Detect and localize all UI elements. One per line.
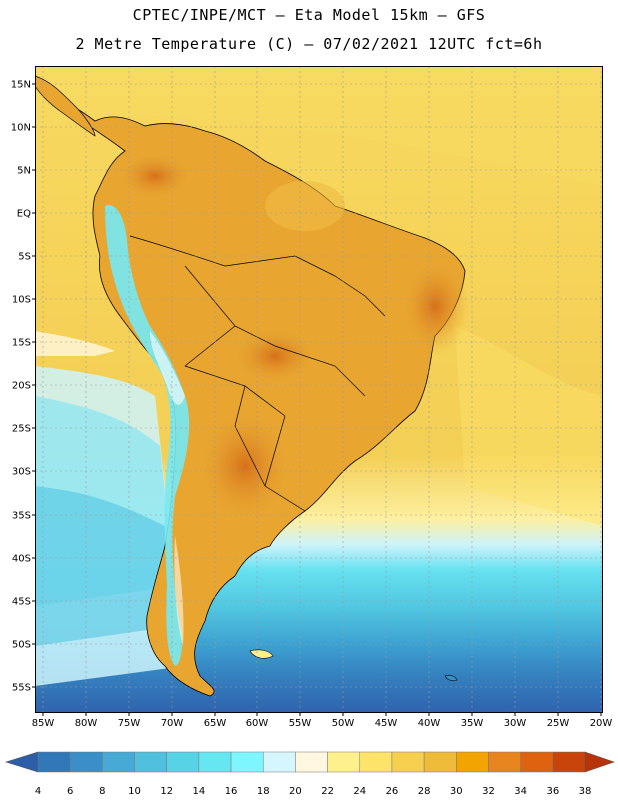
legend-swatch [198, 751, 232, 773]
lat-label: 5N [17, 166, 31, 177]
lon-label: 20W [590, 718, 613, 729]
lat-label: 10N [11, 123, 31, 134]
legend-swatch [552, 751, 586, 773]
legend-swatch [295, 751, 328, 773]
lat-label: 35S [12, 511, 31, 522]
temperature-map [35, 66, 603, 713]
legend-swatch [166, 751, 200, 773]
lat-label: EQ [17, 209, 31, 220]
lon-label: 60W [246, 718, 269, 729]
legend-label: 10 [128, 786, 141, 797]
legend-label: 12 [160, 786, 173, 797]
lat-label: 15N [11, 80, 31, 91]
legend-label: 4 [35, 786, 41, 797]
lon-label: 75W [118, 718, 141, 729]
lat-label: 25S [12, 424, 31, 435]
lon-label: 30W [504, 718, 527, 729]
legend-swatch [423, 751, 457, 773]
legend-label: 14 [193, 786, 206, 797]
lon-label: 35W [461, 718, 484, 729]
chart-title: CPTEC/INPE/MCT – Eta Model 15km – GFS [132, 6, 486, 24]
legend-swatch [391, 751, 425, 773]
legend-label: 24 [353, 786, 366, 797]
legend-label: 32 [482, 786, 495, 797]
legend-label: 30 [450, 786, 463, 797]
legend-arrow-high [584, 751, 615, 773]
lat-label: 10S [12, 295, 31, 306]
lon-label: 85W [32, 718, 55, 729]
lat-label: 20S [12, 381, 31, 392]
legend-swatch [488, 751, 521, 773]
lon-label: 45W [375, 718, 398, 729]
lon-label: 70W [161, 718, 184, 729]
lat-label: 40S [12, 554, 31, 565]
legend-label: 22 [321, 786, 334, 797]
legend-label: 38 [579, 786, 592, 797]
lat-label: 45S [12, 597, 31, 608]
legend-label: 20 [289, 786, 302, 797]
chart-subtitle: 2 Metre Temperature (C) – 07/02/2021 12U… [75, 35, 543, 53]
lon-label: 40W [418, 718, 441, 729]
legend-label: 28 [418, 786, 431, 797]
lat-label: 30S [12, 467, 31, 478]
lon-label: 55W [289, 718, 312, 729]
legend-swatch [37, 751, 71, 773]
legend-label: 8 [99, 786, 105, 797]
legend-label: 36 [546, 786, 559, 797]
lon-label: 50W [332, 718, 355, 729]
land-field [35, 75, 470, 697]
legend-label: 34 [514, 786, 527, 797]
legend-label: 6 [67, 786, 73, 797]
lat-label: 55S [12, 683, 31, 694]
legend-arrow-low [4, 751, 39, 773]
lon-label: 65W [204, 718, 227, 729]
lon-label: 25W [547, 718, 570, 729]
legend-swatch [456, 751, 489, 773]
legend-swatch [359, 751, 393, 773]
legend-swatch [102, 751, 135, 773]
legend-swatch [262, 751, 296, 773]
legend-label: 26 [386, 786, 399, 797]
lat-label: 5S [18, 252, 31, 263]
legend-swatch [69, 751, 103, 773]
ocean-field [35, 66, 603, 713]
color-legend: 4 6 8 10 12 14 16 18 20 22 24 26 28 30 32 34 36 38 [4, 751, 615, 797]
legend-swatch [134, 751, 167, 773]
legend-swatch [327, 751, 361, 773]
legend-label: 16 [225, 786, 238, 797]
lat-label: 50S [12, 640, 31, 651]
lon-label: 80W [75, 718, 98, 729]
map-frame [35, 66, 603, 713]
legend-swatch [520, 751, 554, 773]
lat-label: 15S [12, 338, 31, 349]
legend-label: 18 [257, 786, 270, 797]
legend-swatch [230, 751, 264, 773]
